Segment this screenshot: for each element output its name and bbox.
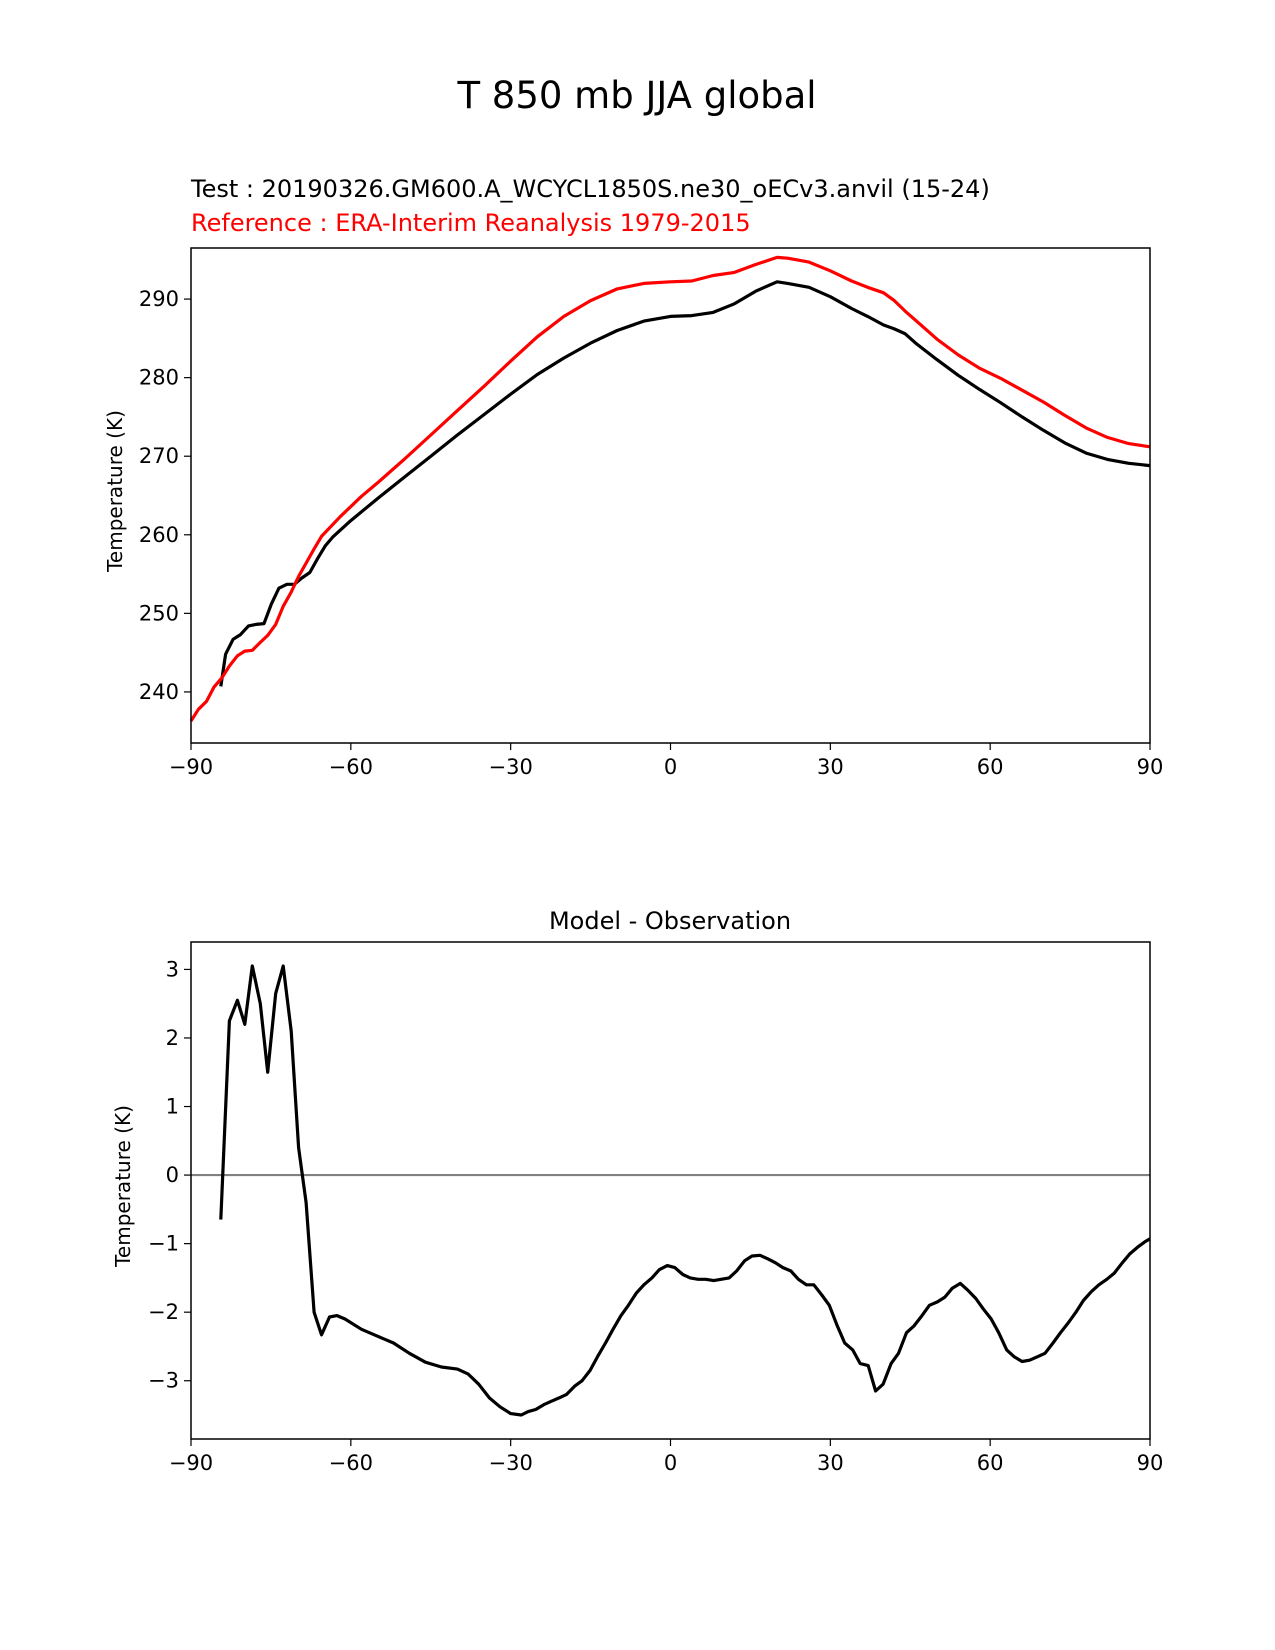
bottom-chart: Model - Observation Temperature (K) −90−… [111,907,1163,1475]
top-chart-plot-area: −90 −60 −30 0 30 60 90 240 250 260 270 280 290 [139,255,1164,779]
top-chart-ytick-label: 250 [139,601,179,625]
bottom-chart-ytick-label: 0 [166,1163,179,1187]
bottom-chart-ytick-label: −3 [148,1369,179,1393]
bottom-chart-ytick-label: −2 [148,1300,179,1324]
bottom-chart-xtick-label: 30 [817,1451,844,1475]
top-chart-series-reference [189,255,1151,722]
top-chart-xtick-label: −30 [489,755,533,779]
bottom-chart-xtick-label: −90 [169,1451,213,1475]
top-chart: Test : 20190326.GM600.A_WCYCL1850S.ne30_… [103,175,1163,779]
bottom-chart-ytick-label: 1 [166,1095,179,1119]
bottom-chart-series-model-observation [219,964,1151,1417]
top-chart-frame [190,247,1151,744]
bottom-chart-xtick-label: −30 [489,1451,533,1475]
top-chart-test-title: Test : 20190326.GM600.A_WCYCL1850S.ne30_… [190,175,990,203]
bottom-chart-xtick-label: 60 [977,1451,1004,1475]
top-chart-ytick-label: 240 [139,680,179,704]
top-chart-ytick-label: 290 [139,287,179,311]
top-chart-ytick-label: 280 [139,366,179,390]
bottom-chart-xtick-label: 90 [1137,1451,1164,1475]
top-chart-reference-title: Reference : ERA-Interim Reanalysis 1979-… [191,209,751,237]
bottom-chart-title: Model - Observation [549,907,791,935]
top-chart-xtick-label: 30 [817,755,844,779]
top-chart-series-test [219,280,1151,687]
bottom-chart-ytick-label: 2 [166,1026,179,1050]
bottom-chart-ylabel: Temperature (K) [111,1105,135,1268]
bottom-chart-plot-area: −90 −60 −30 0 30 60 90 −3 −2 −1 0 1 2 3 [148,957,1163,1475]
top-chart-xtick-label: −90 [169,755,213,779]
bottom-chart-xtick-label: −60 [329,1451,373,1475]
bottom-chart-ytick-label: −1 [148,1232,179,1256]
figure-title: T 850 mb JJA global [456,74,816,117]
top-chart-ytick-label: 260 [139,523,179,547]
top-chart-ylabel: Temperature (K) [103,410,127,573]
top-chart-xtick-label: 90 [1137,755,1164,779]
bottom-chart-ytick-label: 3 [166,957,179,981]
top-chart-xtick-label: −60 [329,755,373,779]
top-chart-ytick-label: 270 [139,444,179,468]
top-chart-xtick-label: 60 [977,755,1004,779]
bottom-chart-frame [190,941,1151,1440]
top-chart-xtick-label: 0 [664,755,677,779]
bottom-chart-xtick-label: 0 [664,1451,677,1475]
